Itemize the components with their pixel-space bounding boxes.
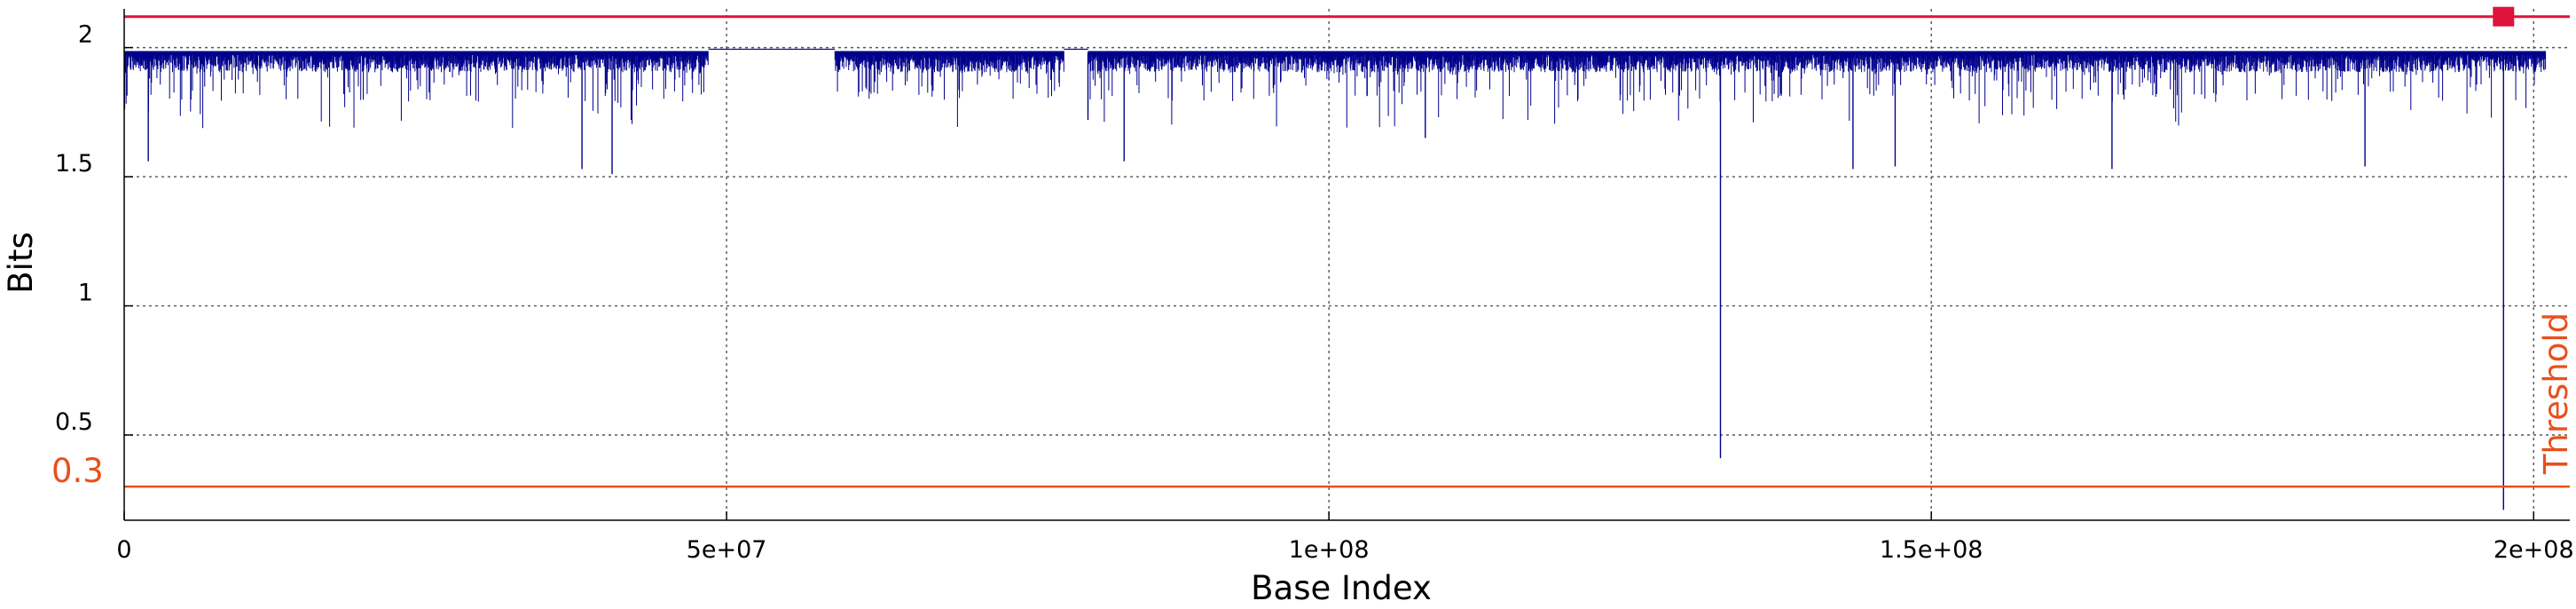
x-tick-label: 1.5e+08 bbox=[1880, 536, 1983, 564]
upper-limit-marker bbox=[2493, 6, 2515, 27]
x-tick-label: 0 bbox=[116, 536, 131, 564]
x-axis-title: Base Index bbox=[1251, 569, 1432, 607]
axes bbox=[123, 9, 2570, 521]
series-trace bbox=[123, 48, 2547, 510]
y-tick-label: 0.5 bbox=[55, 408, 93, 436]
reference-lines bbox=[124, 6, 2570, 488]
plot-background bbox=[124, 0, 2576, 520]
x-tick-label: 5e+07 bbox=[687, 536, 767, 564]
tick-labels: 0.5 1 1.5 2 0 5e+07 1e+08 1.5e+08 2e+08 bbox=[55, 21, 2574, 564]
threshold-value-label: 0.3 bbox=[51, 452, 104, 490]
x-tick-label: 2e+08 bbox=[2494, 536, 2574, 564]
y-tick-label: 1 bbox=[78, 280, 93, 307]
y-tick-label: 2 bbox=[78, 21, 93, 49]
grid bbox=[124, 9, 2570, 520]
y-tick-label: 1.5 bbox=[55, 150, 93, 178]
x-tick-label: 1e+08 bbox=[1289, 536, 1370, 564]
y-axis-title: Bits bbox=[2, 232, 40, 293]
threshold-text-label: Threshold bbox=[2537, 312, 2575, 475]
